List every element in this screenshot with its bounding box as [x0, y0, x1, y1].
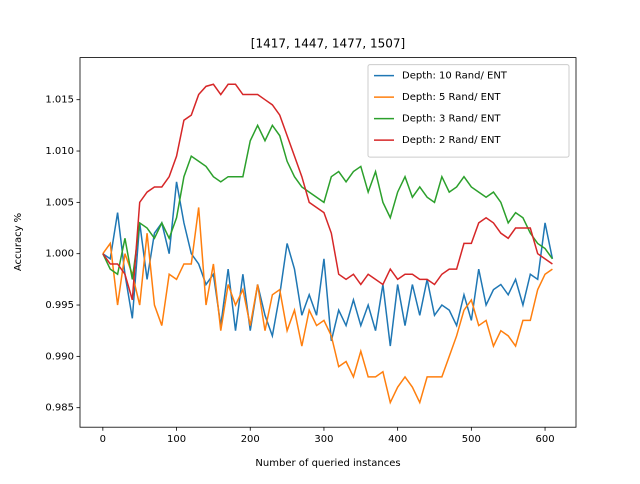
legend-box	[367, 64, 570, 158]
y-axis-label: Accuracy %	[13, 213, 24, 271]
axes-frame	[79, 57, 577, 428]
y-tick-label: 1.015	[45, 95, 74, 106]
legend-label: Depth: 10 Rand/ ENT	[402, 71, 508, 82]
legend: Depth: 10 Rand/ ENT Depth: 5 Rand/ ENT Dep…	[367, 64, 570, 158]
data-line	[102, 207, 553, 405]
x-tick-label: 400	[388, 434, 407, 445]
x-tick-label: 600	[535, 434, 554, 445]
y-tick-label: 0.990	[45, 351, 74, 362]
legend-label: Depth: 5 Rand/ ENT	[402, 92, 501, 103]
data-line	[102, 83, 553, 301]
y-tick-label: 1.010	[45, 146, 74, 157]
y-tick-label: 0.985	[45, 403, 74, 414]
y-tick-label: 1.000	[45, 249, 74, 260]
y-tick-label: 1.005	[45, 197, 74, 208]
legend-label: Depth: 2 Rand/ ENT	[402, 135, 501, 146]
y-tick-label: 0.995	[45, 300, 74, 311]
data-line	[102, 181, 554, 347]
chart-title: [1417, 1447, 1477, 1507]	[251, 37, 405, 51]
x-tick-label: 200	[241, 434, 260, 445]
legend-label: Depth: 3 Rand/ ENT	[402, 114, 501, 125]
x-tick-label: 300	[314, 434, 333, 445]
x-tick-label: 100	[167, 434, 186, 445]
data-line	[102, 123, 554, 280]
x-tick-label: 500	[462, 434, 481, 445]
x-tick-label: 0	[100, 434, 106, 445]
x-axis-label: Number of queried instances	[255, 458, 400, 469]
